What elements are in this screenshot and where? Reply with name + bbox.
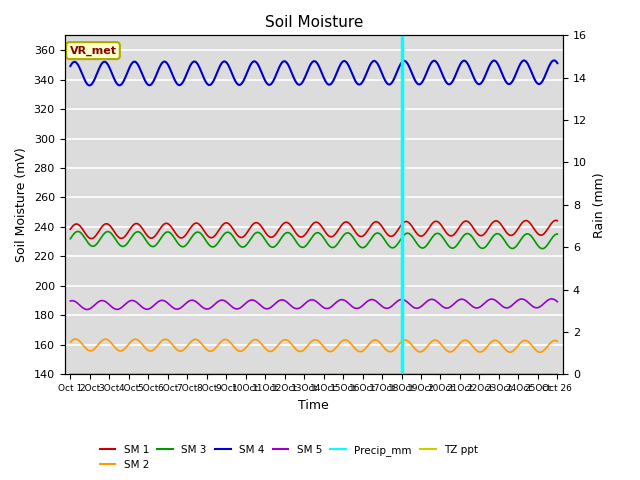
Legend: SM 1, SM 2, SM 3, SM 4, SM 5, Precip_mm, TZ ppt: SM 1, SM 2, SM 3, SM 4, SM 5, Precip_mm,… (95, 441, 483, 474)
Y-axis label: Rain (mm): Rain (mm) (593, 172, 605, 238)
X-axis label: Time: Time (298, 399, 329, 412)
Title: Soil Moisture: Soil Moisture (265, 15, 363, 30)
Text: VR_met: VR_met (70, 46, 116, 56)
Y-axis label: Soil Moisture (mV): Soil Moisture (mV) (15, 147, 28, 262)
